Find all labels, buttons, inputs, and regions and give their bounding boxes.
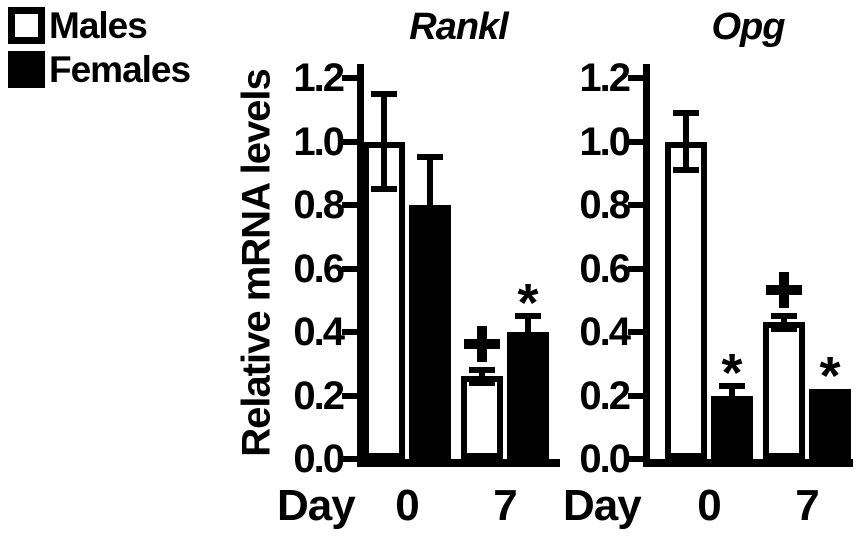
- error-bar-cap-top: [417, 154, 443, 161]
- error-bar-cap-top: [515, 313, 541, 320]
- y-tick-mark: [342, 329, 357, 335]
- legend: Males Females: [8, 6, 191, 94]
- bar-males-day0: [665, 141, 707, 459]
- y-tick-label: 1.0: [579, 119, 631, 164]
- y-tick-label: 0.8: [293, 183, 345, 227]
- y-tick-label: 0.8: [579, 183, 631, 227]
- y-tick-mark: [342, 202, 357, 208]
- y-tick-label: 0.6: [293, 246, 345, 291]
- error-bar-cap-top: [371, 90, 397, 97]
- error-bar-stem: [427, 157, 433, 253]
- legend-label-males: Males: [49, 5, 148, 46]
- y-tick-mark: [628, 392, 643, 399]
- error-bar-stem: [525, 316, 531, 348]
- y-axis-line: [643, 64, 650, 467]
- error-bar-cap-bottom: [673, 167, 699, 174]
- x-axis-line: [643, 459, 853, 467]
- error-bar-cap-bottom: [771, 325, 797, 332]
- y-tick-label: 0.6: [579, 246, 631, 291]
- error-bar-cap-top: [719, 382, 745, 389]
- error-bar-stem: [781, 316, 787, 329]
- error-bar-cap-top: [673, 109, 699, 116]
- bar-males-day7: [763, 322, 805, 459]
- error-bar-stem: [729, 385, 735, 406]
- error-bar-cap-bottom: [515, 344, 541, 351]
- bar-females-day7: [507, 332, 549, 459]
- significance-asterisk-marker: *: [721, 342, 743, 403]
- y-tick-label: 0.2: [579, 373, 631, 418]
- error-bar-cap-bottom: [719, 402, 745, 409]
- chart-title: Rankl: [409, 6, 508, 48]
- significance-asterisk-marker: *: [819, 346, 841, 407]
- x-axis-day-label: Day: [563, 481, 642, 530]
- error-bar-cap-top: [469, 367, 495, 374]
- y-tick-mark: [628, 75, 643, 81]
- y-tick-label: 1.2: [579, 56, 631, 100]
- females-filled-square-icon: [8, 51, 45, 88]
- x-category-label: 0: [697, 481, 721, 530]
- chart-opg: Opg 0.0 0.2 0.4 0.6 0.8 1.0 1.2 * 0 * 7 Day: [563, 0, 865, 541]
- y-axis-title: Relative mRNA levels: [234, 69, 279, 457]
- error-bar-stem: [683, 112, 689, 171]
- y-tick-mark: [628, 329, 643, 335]
- y-tick-label: 0.2: [293, 373, 345, 418]
- x-category-label: 7: [493, 481, 517, 530]
- y-tick-mark: [628, 202, 643, 208]
- y-tick-label: 0.4: [579, 310, 631, 354]
- x-axis-line: [357, 459, 560, 467]
- error-bar-cap-bottom: [417, 249, 443, 256]
- y-tick-mark: [342, 392, 357, 399]
- error-bar-stem: [479, 370, 485, 383]
- y-axis-line: [357, 64, 364, 467]
- y-tick-mark: [628, 265, 643, 272]
- y-tick-mark: [342, 75, 357, 81]
- significance-plus-marker: [464, 326, 500, 363]
- y-tick-label: 1.2: [293, 56, 345, 100]
- x-category-label: 0: [395, 481, 419, 530]
- legend-item-females: Females: [8, 49, 191, 90]
- significance-plus-marker: [766, 272, 802, 309]
- males-open-square-icon: [8, 7, 45, 44]
- error-bar-cap-bottom: [469, 379, 495, 386]
- x-axis-day-label: Day: [277, 481, 356, 530]
- x-category-label: 7: [795, 481, 819, 530]
- chart-rankl: Rankl 0.0 0.2 0.4 0.6 0.8 1.0 1.2 0 * 7 Day: [277, 0, 567, 541]
- error-bar-cap-top: [771, 313, 797, 320]
- y-tick-label: 1.0: [293, 119, 345, 164]
- chart-title: Opg: [711, 6, 786, 48]
- y-tick-mark: [342, 138, 357, 145]
- y-tick-mark: [628, 138, 643, 145]
- legend-item-males: Males: [8, 6, 190, 45]
- y-tick-mark: [342, 456, 357, 462]
- significance-asterisk-marker: *: [517, 273, 539, 334]
- y-tick-label: 0.0: [293, 437, 345, 481]
- error-bar-stem: [381, 93, 387, 190]
- bar-males-day0: [363, 141, 405, 459]
- error-bar-cap-bottom: [371, 186, 397, 193]
- y-tick-mark: [628, 456, 643, 462]
- y-tick-mark: [342, 265, 357, 272]
- y-tick-label: 0.4: [293, 310, 345, 354]
- bar-males-day7: [461, 376, 503, 459]
- bar-females-day7: [809, 389, 851, 459]
- legend-label-females: Females: [49, 49, 191, 90]
- y-tick-label: 0.0: [579, 437, 631, 481]
